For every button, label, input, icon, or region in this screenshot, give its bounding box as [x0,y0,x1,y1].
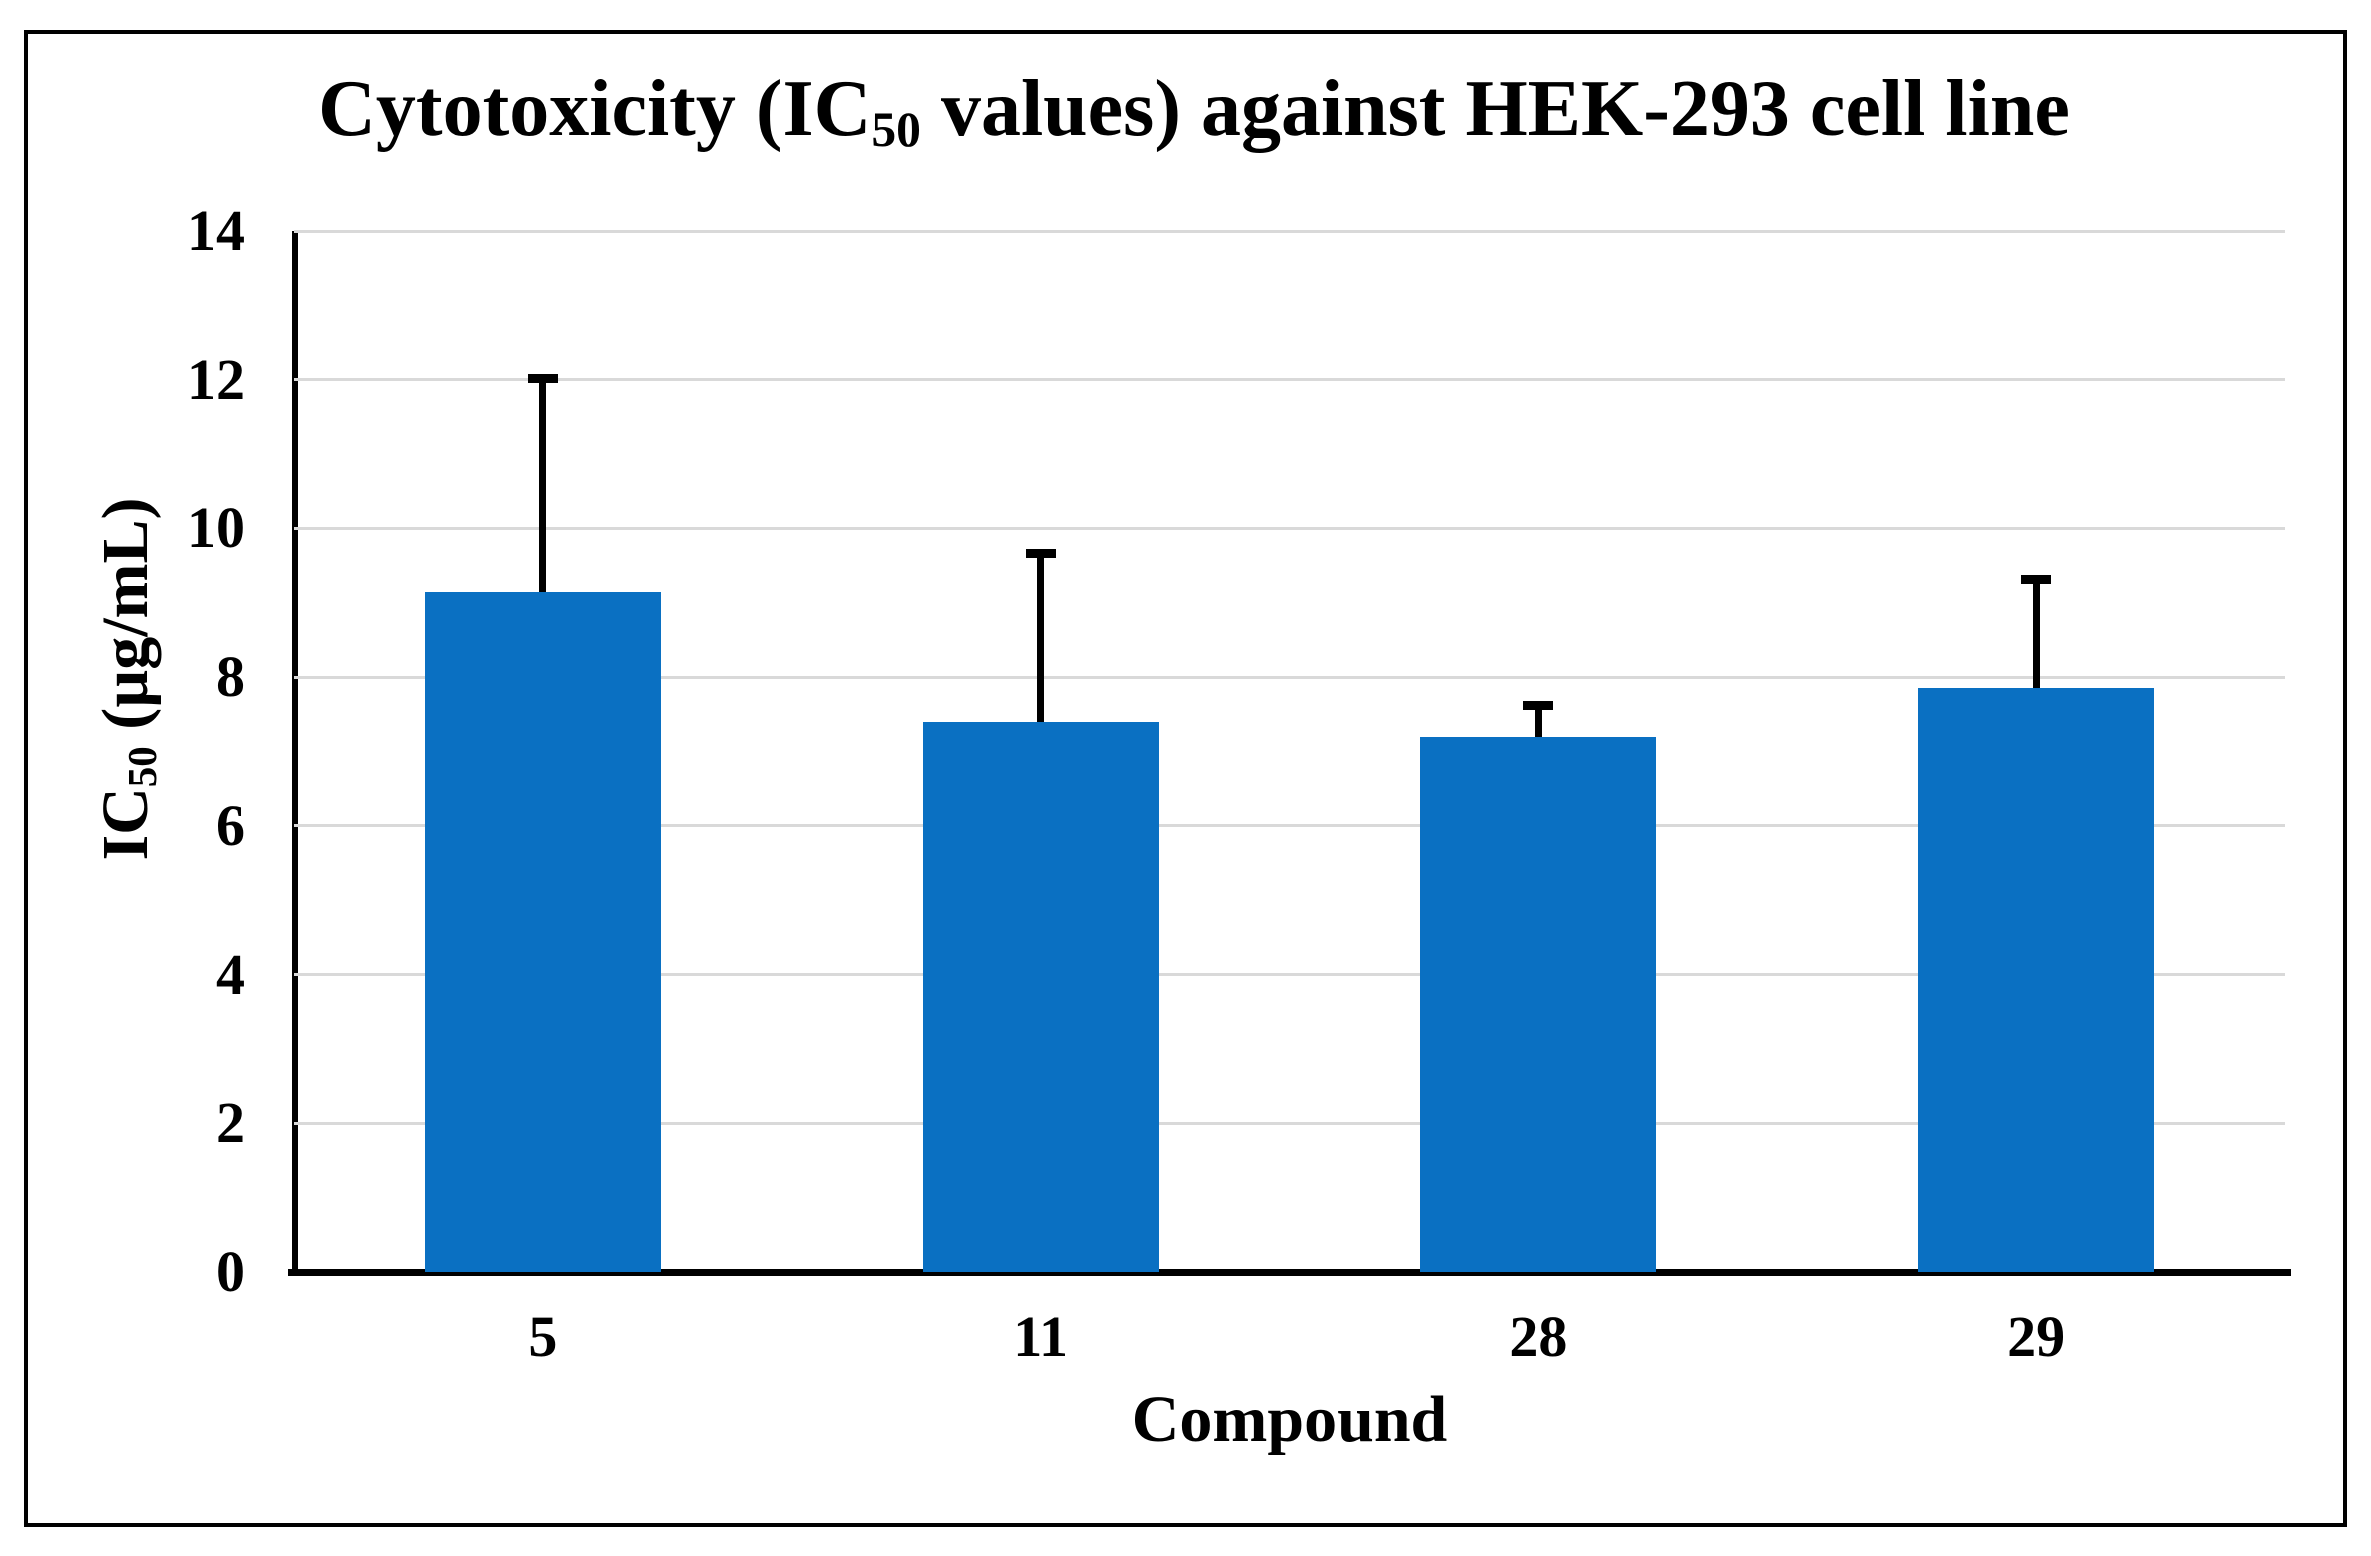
y-tick-label-2: 2 [216,1090,245,1156]
bar-compound-28 [1420,736,1657,1272]
gridline-y-8 [294,675,2285,679]
x-tick-label-11: 11 [1013,1304,1069,1369]
x-tick-label-29: 29 [2007,1304,2066,1369]
y-tick-label-10: 10 [187,495,245,561]
gridline-y-6 [294,824,2285,828]
error-bar-cap-compound-29 [2021,574,2052,584]
figure-border [24,30,2347,1527]
gridline-y-2 [294,1121,2285,1125]
bar-compound-11 [922,721,1159,1272]
gridline-y-14 [294,229,2285,233]
plot-area [288,229,2291,1276]
gridline-y-4 [294,973,2285,977]
error-bar-cap-compound-28 [1523,701,1554,711]
y-tick-label-0: 0 [216,1239,245,1304]
bar-compound-29 [1918,688,2155,1272]
chart-title-text-pre: Cytotoxicity (IC [318,65,872,153]
x-axis-title: Compound [1131,1383,1448,1456]
x-axis-line [288,1269,2291,1276]
y-tick-label-8: 8 [216,644,245,710]
y-tick-label-4: 4 [216,941,245,1007]
error-bar-cap-compound-11 [1025,548,1056,558]
chart-title-text-post: values) against HEK-293 cell line [920,65,2070,153]
error-bar-compound-29 [2032,576,2040,689]
error-bar-compound-11 [1037,550,1045,722]
error-bar-compound-5 [539,375,547,592]
x-tick-label-5: 5 [528,1304,558,1369]
y-tick-label-12: 12 [187,346,245,412]
gridline-y-10 [294,526,2285,530]
error-bar-cap-compound-5 [527,373,558,383]
error-bar-compound-28 [1534,703,1542,737]
gridline-y-12 [294,378,2285,382]
y-axis-line [292,231,298,1276]
chart-title: Cytotoxicity (IC50 values) against HEK-2… [294,66,2094,162]
y-tick-label-14: 14 [187,198,245,263]
y-axis-title-subscript: 50 [120,746,165,788]
chart-title-subscript: 50 [871,101,921,157]
y-tick-label-6: 6 [216,792,245,858]
x-tick-label-28: 28 [1509,1304,1568,1369]
bar-compound-5 [424,591,661,1272]
